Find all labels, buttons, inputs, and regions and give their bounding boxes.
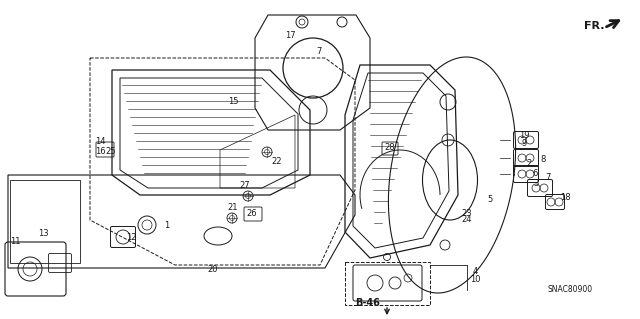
Text: 8: 8 [540,155,546,165]
Text: 23: 23 [461,209,472,218]
Text: 15: 15 [228,97,238,106]
Text: 13: 13 [38,228,48,238]
Text: 19: 19 [519,130,529,139]
Text: 9: 9 [522,138,527,147]
Text: 1: 1 [164,221,170,231]
Text: 5: 5 [488,196,493,204]
Text: 25: 25 [106,146,116,155]
Text: 22: 22 [272,158,282,167]
Text: 24: 24 [461,216,472,225]
Text: 17: 17 [285,32,295,41]
Text: 2: 2 [526,159,532,167]
Text: 27: 27 [240,182,250,190]
Text: FR.: FR. [584,21,604,31]
Text: 7: 7 [545,174,550,182]
Text: 14: 14 [95,137,105,146]
Text: 7: 7 [316,47,322,56]
Text: 10: 10 [470,276,480,285]
Text: 21: 21 [228,203,238,211]
Text: 20: 20 [208,265,218,275]
Text: 16: 16 [95,146,106,155]
Text: 12: 12 [125,234,136,242]
Text: 11: 11 [10,238,20,247]
Text: 18: 18 [560,192,570,202]
Text: 26: 26 [246,209,257,218]
Text: B-46: B-46 [356,298,380,308]
Text: SNAC80900: SNAC80900 [547,286,593,294]
Text: 4: 4 [472,268,477,277]
Text: 28: 28 [385,144,396,152]
Text: 6: 6 [532,168,538,177]
Text: 3: 3 [533,179,539,188]
